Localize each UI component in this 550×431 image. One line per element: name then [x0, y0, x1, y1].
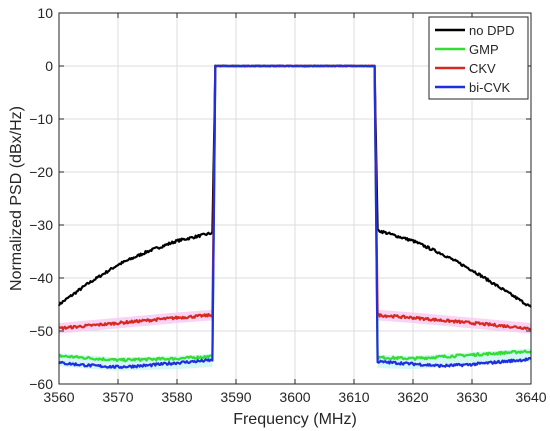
x-axis-label: Frequency (MHz)	[233, 411, 357, 428]
x-tick-label: 3630	[456, 389, 487, 405]
x-tick-label: 3620	[397, 389, 428, 405]
x-tick-label: 3590	[220, 389, 251, 405]
y-axis-label: Normalized PSD (dBx/Hz)	[8, 106, 25, 291]
legend-box	[428, 16, 529, 100]
x-axis-ticks: 3560 3570 3580 3590 3600 3610 3620 3630 3640	[43, 13, 547, 405]
series-lines	[57, 64, 532, 369]
x-tick-label: 3560	[43, 389, 74, 405]
y-tick-label: −10	[29, 111, 53, 127]
y-tick-label: 0	[45, 58, 53, 74]
x-tick-label: 3600	[279, 389, 310, 405]
legend-label-no-dpd: no DPD	[469, 23, 515, 38]
y-tick-label: −30	[29, 217, 53, 233]
legend-label-ckv: CKV	[469, 61, 496, 76]
series-line-bi-cvk	[58, 64, 532, 369]
y-tick-label: −60	[29, 376, 53, 392]
y-tick-label: −50	[29, 323, 53, 339]
x-tick-label: 3640	[515, 389, 546, 405]
y-tick-label: −40	[29, 270, 53, 286]
y-axis-ticks: 10 0 −10 −20 −30 −40 −50 −60	[29, 5, 531, 392]
y-tick-label: 10	[37, 5, 53, 21]
x-tick-label: 3570	[102, 389, 133, 405]
legend-label-bi-cvk: bi-CVK	[469, 80, 511, 95]
x-tick-label: 3580	[161, 389, 192, 405]
x-tick-label: 3610	[338, 389, 369, 405]
y-tick-label: −20	[29, 164, 53, 180]
legend: no DPD GMP CKV bi-CVK	[428, 16, 529, 100]
legend-label-gmp: GMP	[469, 42, 499, 57]
